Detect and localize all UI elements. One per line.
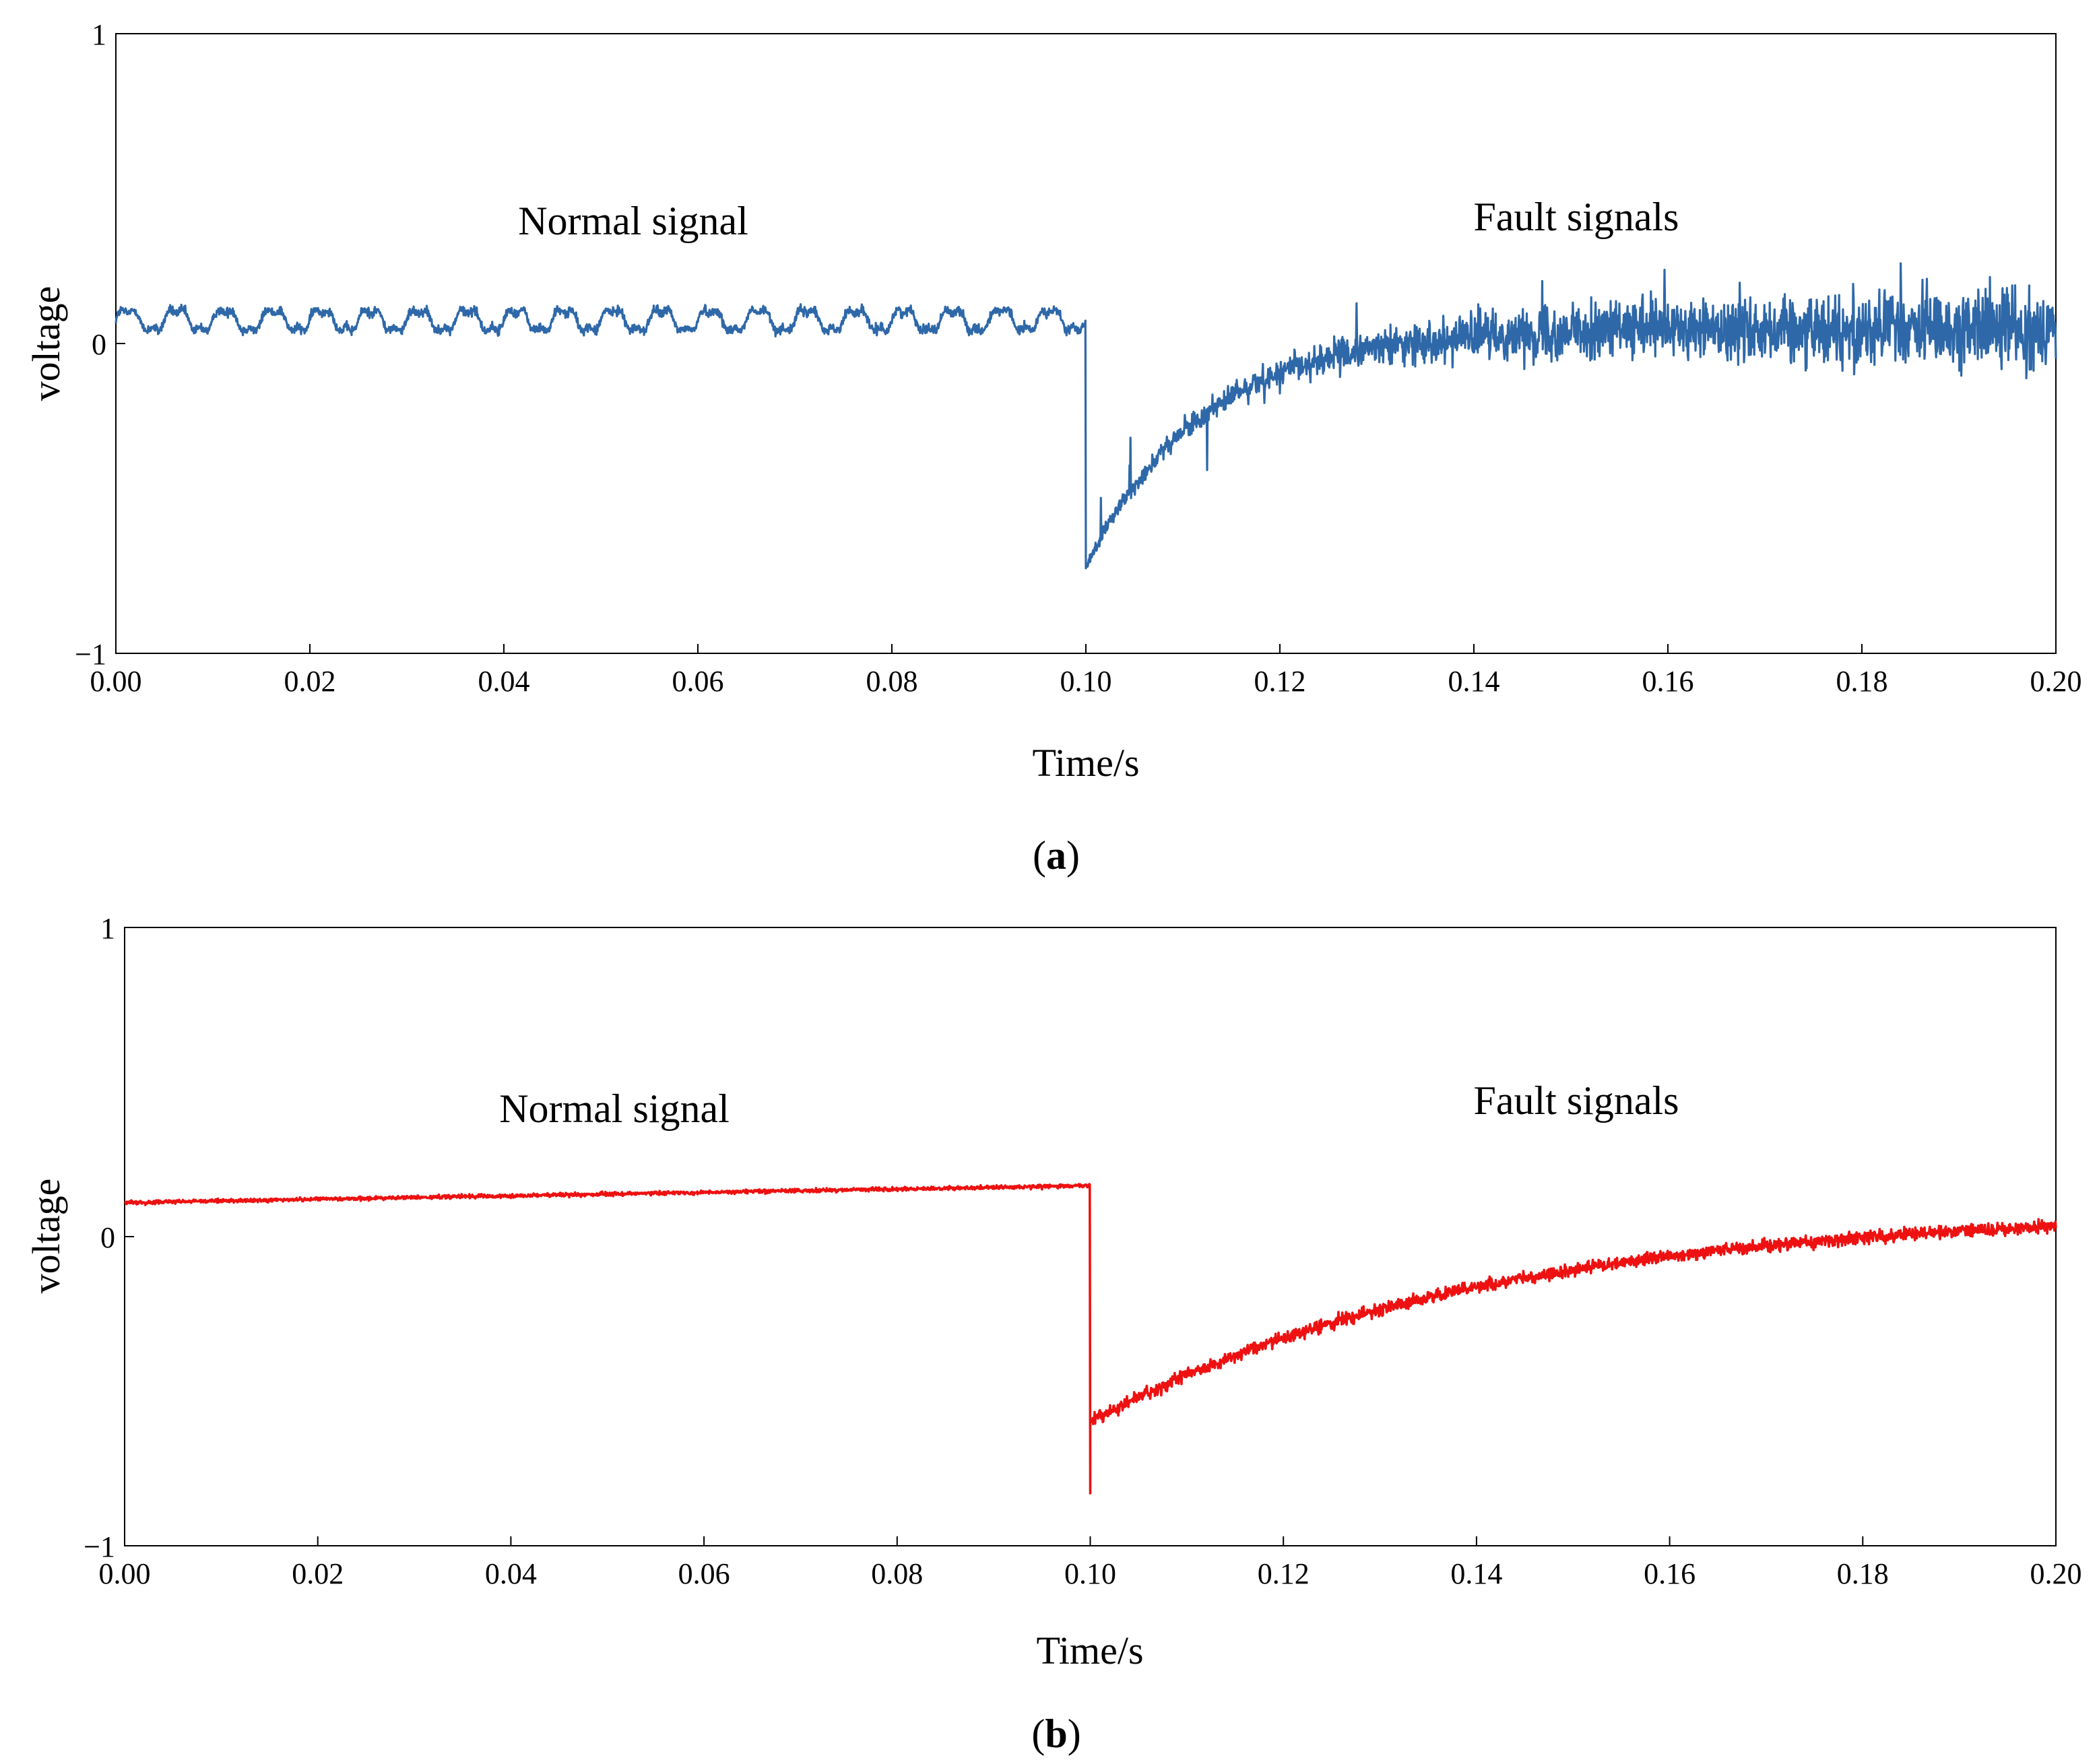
chart-a-x-ticks: 0.00 0.02 0.04 0.06 0.08 0.10 0.12 0.14 0.16 0.18… [90, 644, 2082, 698]
chart-a-x-tick-label: 0.00 [90, 665, 142, 698]
chart-a-x-tick-label: 0.06 [672, 665, 724, 698]
chart-a-x-tick-label: 0.18 [1836, 665, 1888, 698]
chart-a-caption: (a) [1033, 833, 1080, 878]
chart-a-y-tick-label: 0 [92, 328, 106, 361]
chart-a-x-tick-label: 0.04 [478, 665, 530, 698]
chart-b-x-tick-label: 0.08 [871, 1557, 923, 1590]
chart-a-series-group [115, 262, 2057, 570]
chart-b-x-tick-label: 0.20 [2030, 1557, 2082, 1590]
chart-b-y-tick-label: 0 [100, 1221, 115, 1254]
chart-b-x-tick-label: 0.04 [485, 1557, 537, 1590]
chart-b-x-axis-label: Time/s [1036, 1629, 1143, 1672]
chart-b-annotation-normal: Normal signal [499, 1086, 730, 1131]
chart-b-y-tick-label: 1 [100, 912, 115, 945]
chart-b-x-tick-label: 0.16 [1644, 1557, 1696, 1590]
chart-a-x-tick-label: 0.12 [1254, 665, 1306, 698]
chart-b-annotation-fault: Fault signals [1473, 1078, 1679, 1123]
chart-a-annotation-normal: Normal signal [518, 199, 748, 243]
chart-a-x-tick-label: 0.14 [1448, 665, 1500, 698]
chart-b-x-tick-label: 0.10 [1064, 1557, 1116, 1590]
chart-b: 0.00 0.02 0.04 0.06 0.08 0.10 0.12 0.14 0.16 0.18… [24, 912, 2082, 1756]
chart-b-y-ticks: 1 0 −1 [84, 912, 134, 1563]
chart-a: 0.00 0.02 0.04 0.06 0.08 0.10 0.12 0.14 0.16 0.18… [24, 18, 2082, 878]
chart-b-x-tick-label: 0.14 [1450, 1557, 1502, 1590]
chart-a-x-tick-label: 0.02 [284, 665, 336, 698]
chart-b-x-tick-label: 0.18 [1837, 1557, 1889, 1590]
chart-b-series-line [123, 1183, 2057, 1495]
chart-a-x-tick-label: 0.16 [1642, 665, 1694, 698]
chart-b-x-tick-label: 0.06 [678, 1557, 730, 1590]
chart-a-annotation-fault: Fault signals [1473, 195, 1679, 239]
chart-a-x-axis-label: Time/s [1032, 741, 1139, 785]
chart-a-x-tick-label: 0.20 [2030, 665, 2082, 698]
chart-b-x-tick-label: 0.00 [99, 1557, 151, 1590]
chart-b-x-tick-label: 0.12 [1258, 1557, 1310, 1590]
chart-a-y-tick-label: −1 [75, 638, 106, 671]
chart-a-series-line [115, 262, 2057, 570]
chart-b-x-tick-label: 0.02 [292, 1557, 344, 1590]
chart-a-y-axis-label: voltage [24, 286, 68, 401]
chart-b-x-ticks: 0.00 0.02 0.04 0.06 0.08 0.10 0.12 0.14 0.16 0.18… [99, 1536, 2082, 1590]
chart-b-caption: (b) [1031, 1711, 1080, 1756]
chart-b-series-group [123, 1183, 2057, 1495]
chart-a-y-tick-label: 1 [92, 18, 106, 51]
chart-a-y-ticks: 1 0 −1 [75, 18, 125, 671]
chart-b-y-tick-label: −1 [84, 1530, 115, 1563]
chart-b-y-axis-label: voltage [24, 1179, 68, 1294]
chart-a-x-tick-label: 0.10 [1060, 665, 1112, 698]
chart-a-x-tick-label: 0.08 [866, 665, 918, 698]
